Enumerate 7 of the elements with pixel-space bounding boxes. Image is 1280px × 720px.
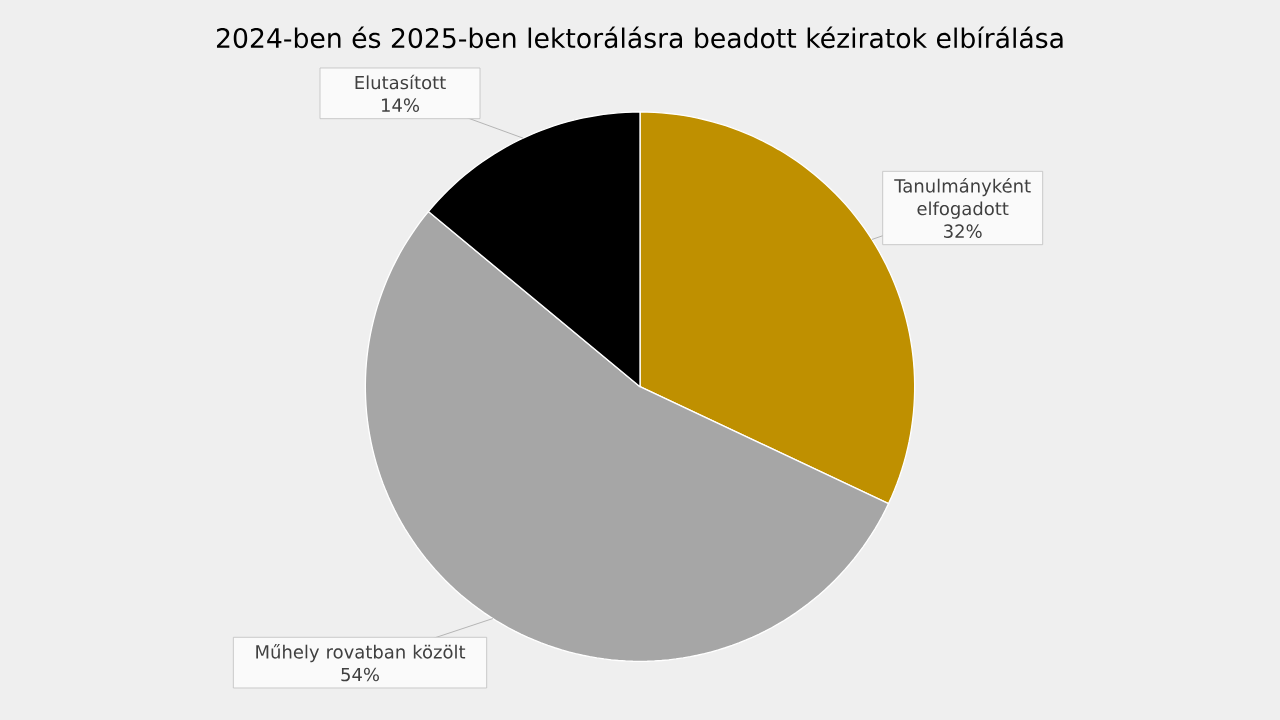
data-label: 32% [944, 224, 982, 238]
slice-label: Elutasított [355, 74, 446, 90]
data-label: 14% [381, 98, 420, 112]
chart-title: 2024-ben és 2025-ben lektorálásra beadott kéziratok elbírálása [216, 26, 1063, 49]
slice-label: Tanulmányként elfogadott [894, 177, 1031, 219]
data-label: 54% [341, 667, 380, 682]
slice-label: Műhely rovatban közölt [256, 643, 466, 663]
